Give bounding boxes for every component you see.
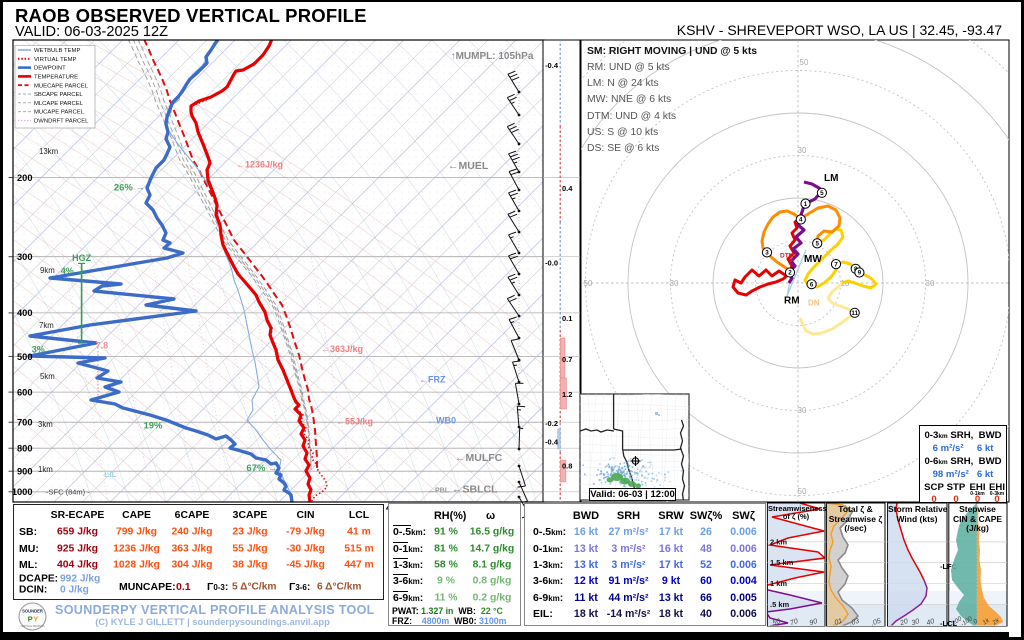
svg-text:.05: .05 [870, 618, 882, 628]
svg-text:TEMPERATURE: TEMPERATURE [34, 75, 78, 81]
svg-text:30: 30 [798, 406, 807, 415]
svg-text:6: 6 [810, 281, 814, 288]
svg-text:13km: 13km [39, 147, 58, 156]
svg-text:0.1: 0.1 [562, 314, 572, 323]
svg-text:DTM: DTM [780, 253, 794, 260]
svg-text:50: 50 [798, 487, 807, 496]
svg-text:50: 50 [772, 618, 782, 627]
svg-text:.5 km: .5 km [770, 600, 790, 609]
svg-text:←363J/kg: ←363J/kg [321, 344, 363, 354]
svg-text:DN: DN [808, 299, 820, 308]
svg-text:4: 4 [799, 217, 803, 224]
svg-text:3: 3 [765, 250, 769, 257]
svg-text:←SBLCL: ←SBLCL [452, 484, 498, 496]
svg-text:Y: Y [33, 614, 38, 623]
svg-text:DEWPOINT: DEWPOINT [34, 66, 66, 72]
svg-text:1000: 1000 [12, 487, 33, 497]
svg-text:←MULFC: ←MULFC [455, 452, 503, 464]
svg-text:RM: RM [784, 296, 800, 307]
svg-text:30: 30 [670, 279, 679, 288]
svg-text:WETBULB TEMP: WETBULB TEMP [34, 48, 80, 54]
svg-text:800: 800 [17, 444, 33, 454]
svg-text:-0.2: -0.2 [545, 419, 558, 428]
svg-text:90: 90 [809, 618, 819, 627]
svg-text:EIL: EIL [104, 470, 117, 479]
svg-text:11: 11 [851, 310, 858, 317]
svg-text:1.2: 1.2 [562, 390, 572, 399]
svg-text:7.8: 7.8 [96, 341, 109, 351]
svg-text:-SFC (84m) -: -SFC (84m) - [46, 488, 90, 497]
svg-text:1: 1 [804, 201, 808, 208]
svg-text:SBCAPE PARCEL: SBCAPE PARCEL [34, 92, 83, 98]
svg-text:30: 30 [798, 146, 807, 155]
svg-text:←55J/kg: ←55J/kg [336, 417, 373, 427]
svg-text:DWNDRFT PARCEL: DWNDRFT PARCEL [34, 119, 89, 125]
svg-text:20: 20 [898, 618, 909, 627]
svg-text:5: 5 [820, 190, 824, 197]
svg-text:50: 50 [800, 58, 809, 67]
svg-text:.03: .03 [849, 618, 861, 628]
svg-text:0.8: 0.8 [562, 461, 572, 470]
svg-text:4% →: 4% → [61, 266, 86, 276]
svg-text:50: 50 [584, 279, 593, 288]
svg-text:300: 300 [17, 252, 33, 262]
svg-text:-0.4: -0.4 [545, 438, 559, 447]
svg-text:3km: 3km [38, 420, 53, 429]
svg-text:.01: .01 [832, 618, 844, 628]
svg-text:P: P [28, 614, 33, 623]
svg-text:MUECAPE PARCEL: MUECAPE PARCEL [34, 83, 89, 89]
svg-text:←MUEL: ←MUEL [448, 160, 489, 172]
svg-text:2k: 2k [991, 617, 1002, 628]
svg-text:900: 900 [17, 467, 33, 477]
svg-text:1 km: 1 km [770, 579, 787, 588]
svg-text:VERTICAL PROFILES: VERTICAL PROFILES [20, 625, 45, 628]
svg-text:500: 500 [17, 352, 33, 362]
svg-text:600: 600 [17, 387, 33, 397]
svg-text:0.4: 0.4 [562, 184, 573, 193]
svg-text:VIRTUAL TEMP: VIRTUAL TEMP [34, 57, 77, 63]
svg-text:1.5 km: 1.5 km [770, 558, 794, 567]
svg-text:-LCL: -LCL [940, 619, 957, 628]
svg-text:MUCAPE PARCEL: MUCAPE PARCEL [34, 110, 85, 116]
svg-text:30: 30 [911, 618, 921, 627]
svg-text:26% →: 26% → [114, 183, 145, 194]
svg-text:←1236J/kg: ←1236J/kg [236, 160, 283, 170]
svg-text:30: 30 [926, 279, 935, 288]
svg-text:←WB0: ←WB0 [427, 416, 456, 426]
svg-text:HGZ: HGZ [72, 253, 92, 263]
svg-text:3% →: 3% → [32, 345, 57, 355]
svg-text:-0.4: -0.4 [545, 61, 559, 70]
svg-text:2: 2 [788, 270, 792, 277]
svg-text:70: 70 [789, 618, 799, 627]
svg-text:40: 40 [926, 618, 936, 627]
svg-text:7: 7 [834, 261, 838, 268]
svg-text:↑MUMPL: 105hPa: ↑MUMPL: 105hPa [451, 51, 534, 62]
svg-text:400: 400 [17, 308, 33, 318]
svg-text:←PBL: ←PBL [428, 488, 450, 495]
svg-text:19%: 19% [143, 421, 163, 432]
svg-text:-LFC: -LFC [940, 562, 958, 571]
svg-text:200: 200 [17, 173, 33, 183]
svg-text:←FRZ: ←FRZ [419, 375, 446, 385]
svg-text:0.7: 0.7 [562, 355, 572, 364]
svg-text:67% →: 67% → [246, 463, 277, 474]
svg-text:5: 5 [815, 241, 819, 248]
svg-text:1km: 1km [38, 465, 53, 474]
svg-text:-0.0: -0.0 [545, 258, 558, 267]
svg-text:700: 700 [17, 418, 33, 428]
svg-text:7km: 7km [39, 321, 54, 330]
svg-text:9: 9 [858, 270, 862, 277]
svg-text:0: 0 [972, 618, 979, 626]
svg-text:10: 10 [841, 279, 850, 288]
svg-text:1k: 1k [981, 617, 991, 627]
svg-text:MW: MW [804, 254, 822, 265]
svg-text:5km: 5km [40, 372, 55, 381]
svg-text:MLCAPE PARCEL: MLCAPE PARCEL [34, 101, 84, 107]
svg-text:SOUNDER: SOUNDER [22, 608, 43, 613]
svg-text:LM: LM [824, 173, 838, 184]
svg-text:2 km: 2 km [770, 538, 787, 547]
svg-text:9km: 9km [40, 266, 55, 275]
